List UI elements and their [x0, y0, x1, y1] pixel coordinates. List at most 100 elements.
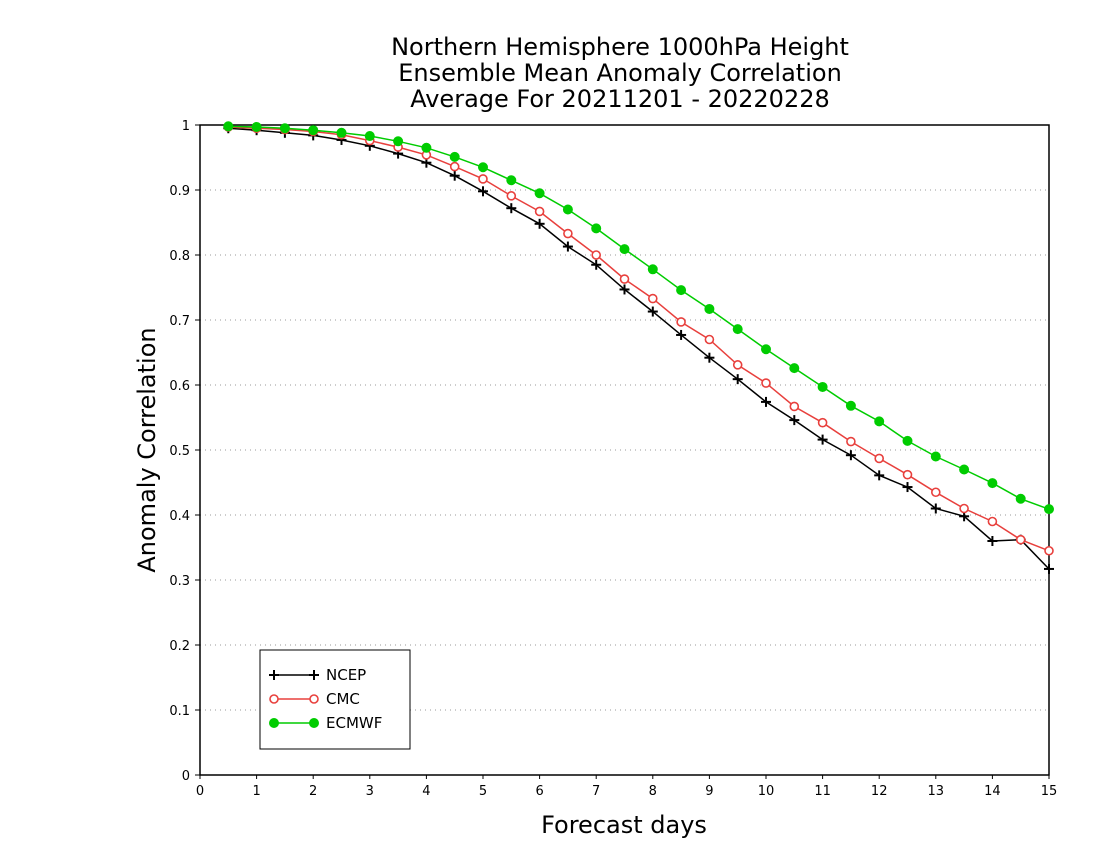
- legend-marker-ncep: [309, 670, 319, 680]
- x-tick-label: 13: [928, 784, 945, 799]
- data-point-ecmwf: [987, 478, 998, 489]
- data-point-ecmwf: [449, 151, 460, 162]
- data-point-ncep: [704, 352, 715, 363]
- x-tick-label: 5: [479, 784, 487, 799]
- data-point-ecmwf: [676, 285, 687, 296]
- data-point-ecmwf: [845, 400, 856, 411]
- data-point-ecmwf: [478, 162, 488, 173]
- data-point-ncep: [619, 284, 630, 295]
- data-point-ecmwf: [421, 142, 432, 153]
- x-tick-label: 9: [705, 784, 713, 799]
- legend-marker-ncep: [269, 670, 279, 680]
- data-point-cmc: [563, 228, 573, 239]
- data-point-ecmwf: [902, 435, 913, 446]
- data-point-cmc: [449, 161, 460, 172]
- data-point-ecmwf: [817, 381, 828, 392]
- y-tick-label: 0.2: [169, 639, 190, 654]
- y-tick-label: 0.1: [169, 704, 190, 719]
- data-point-ecmwf: [930, 451, 941, 462]
- x-tick-label: 6: [535, 784, 543, 799]
- data-point-ecmwf: [647, 264, 658, 275]
- data-point-ecmwf: [619, 244, 630, 255]
- data-point-ecmwf: [534, 188, 545, 199]
- data-point-cmc: [987, 516, 998, 527]
- series-line-cmc: [228, 126, 1050, 552]
- data-point-ecmwf: [562, 204, 573, 215]
- data-point-ecmwf: [279, 123, 290, 134]
- series-line-ecmwf: [228, 125, 1050, 510]
- data-point-ecmwf: [959, 464, 970, 475]
- data-point-ncep: [930, 503, 941, 514]
- data-point-ecmwf: [336, 127, 347, 138]
- data-point-ecmwf: [761, 344, 771, 355]
- legend-item-cmc: CMC: [269, 690, 360, 708]
- x-tick-label: 0: [196, 784, 204, 799]
- data-point-ncep: [761, 396, 771, 407]
- x-tick-label: 8: [649, 784, 657, 799]
- data-point-cmc: [761, 378, 771, 388]
- x-tick-label: 11: [814, 784, 831, 799]
- data-point-ncep: [591, 259, 602, 270]
- y-tick-label: 0: [182, 769, 190, 784]
- data-point-ecmwf: [393, 136, 404, 147]
- data-point-ncep: [534, 218, 545, 229]
- data-point-ncep: [449, 170, 460, 181]
- data-point-cmc: [676, 317, 686, 327]
- y-tick-label: 1: [182, 119, 190, 134]
- data-point-cmc: [959, 503, 969, 514]
- chart-title: Northern Hemisphere 1000hPa Height Ensem…: [0, 34, 1100, 112]
- x-tick-label: 7: [592, 784, 600, 799]
- y-tick-label: 0.4: [169, 509, 190, 524]
- legend-marker-cmc: [269, 694, 279, 704]
- x-tick-label: 15: [1041, 784, 1058, 799]
- chart-title-line-3: Average For 20211201 - 20220228: [410, 85, 830, 113]
- series-line-ncep: [228, 127, 1050, 570]
- data-point-ncep: [647, 306, 658, 317]
- x-tick-label: 14: [984, 784, 1001, 799]
- data-point-cmc: [647, 293, 658, 304]
- data-point-cmc: [930, 487, 941, 498]
- legend-item-ncep: NCEP: [269, 666, 366, 684]
- y-tick-label: 0.6: [169, 379, 190, 394]
- legend-label-cmc: CMC: [326, 690, 360, 708]
- legend-label-ncep: NCEP: [326, 666, 366, 684]
- x-tick-label: 3: [366, 784, 374, 799]
- data-point-cmc: [902, 469, 913, 480]
- data-point-cmc: [874, 453, 885, 464]
- data-point-ecmwf: [704, 303, 715, 314]
- data-point-ncep: [789, 415, 800, 426]
- legend-marker-cmc: [309, 694, 319, 704]
- x-tick-label: 12: [871, 784, 888, 799]
- y-tick-label: 0.7: [169, 314, 190, 329]
- data-point-ncep: [676, 329, 687, 340]
- data-point-cmc: [732, 360, 743, 370]
- x-tick-label: 10: [758, 784, 775, 799]
- data-point-ecmwf: [732, 324, 743, 335]
- axis-ticks: 00.10.20.30.40.50.60.70.80.910 1 2 3 4 5 6 7 8 9 1…: [169, 119, 1057, 799]
- data-point-cmc: [534, 206, 545, 217]
- data-point-ncep: [845, 450, 856, 461]
- x-tick-label: 2: [309, 784, 317, 799]
- data-point-ncep: [817, 434, 828, 445]
- y-axis-title: Anomaly Correlation: [133, 327, 161, 572]
- data-point-cmc: [789, 401, 800, 412]
- data-point-cmc: [704, 334, 715, 345]
- data-point-ecmwf: [789, 363, 800, 374]
- data-point-cmc: [1015, 534, 1026, 545]
- data-point-cmc: [846, 436, 856, 447]
- data-point-ecmwf: [308, 125, 319, 136]
- data-point-ncep: [478, 186, 488, 197]
- x-axis-title: Forecast days: [541, 811, 707, 839]
- data-point-cmc: [817, 417, 828, 428]
- y-tick-label: 0.5: [169, 444, 190, 459]
- data-point-ncep: [506, 203, 517, 214]
- legend-item-ecmwf: ECMWF: [269, 714, 382, 732]
- data-point-ncep: [1044, 563, 1054, 574]
- data-point-ecmwf: [364, 131, 375, 142]
- data-point-cmc: [506, 191, 517, 201]
- data-point-ncep: [987, 536, 998, 546]
- y-tick-label: 0.3: [169, 574, 190, 589]
- data-point-ecmwf: [223, 121, 234, 132]
- y-tick-label: 0.8: [169, 249, 190, 264]
